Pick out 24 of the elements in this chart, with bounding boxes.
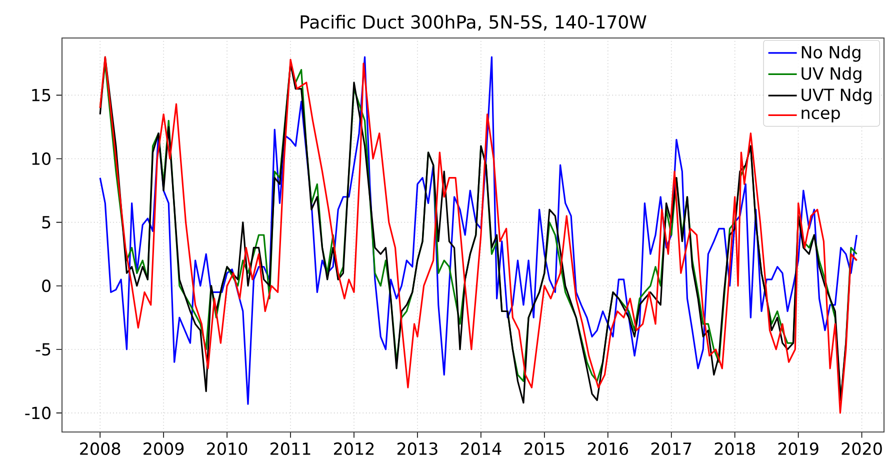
chart-title: Pacific Duct 300hPa, 5N-5S, 140-170W: [300, 14, 646, 31]
legend-label: UV Ndg: [802, 66, 862, 84]
x-tick-label: 2020: [842, 442, 882, 455]
x-tick-label: 2012: [334, 442, 374, 455]
x-tick-label: 2011: [270, 442, 310, 455]
x-tick-label: 2018: [714, 442, 755, 455]
x-tick-label: 2014: [460, 442, 502, 455]
y-tick-label: 5: [42, 216, 50, 228]
x-tick-label: 2008: [80, 442, 120, 455]
y-tick-label: 10: [32, 152, 50, 166]
x-tick-label: 2017: [651, 442, 692, 455]
x-tick-label: 2009: [144, 442, 184, 455]
y-tick-label: -5: [36, 343, 50, 356]
x-tick-label: 2015: [524, 442, 564, 455]
legend-label: ncep: [802, 110, 840, 122]
x-tick-label: 2019: [778, 442, 818, 455]
y-tick-label: 15: [32, 89, 50, 102]
y-tick-label: 0: [42, 280, 50, 292]
x-tick-label: 2016: [588, 442, 628, 455]
x-tick-label: 2010: [207, 442, 248, 455]
y-tick-label: -10: [25, 406, 50, 420]
legend-label: No Ndg: [802, 46, 860, 62]
legend-label: UVT Ndg: [802, 88, 872, 104]
x-tick-label: 2013: [397, 442, 438, 455]
